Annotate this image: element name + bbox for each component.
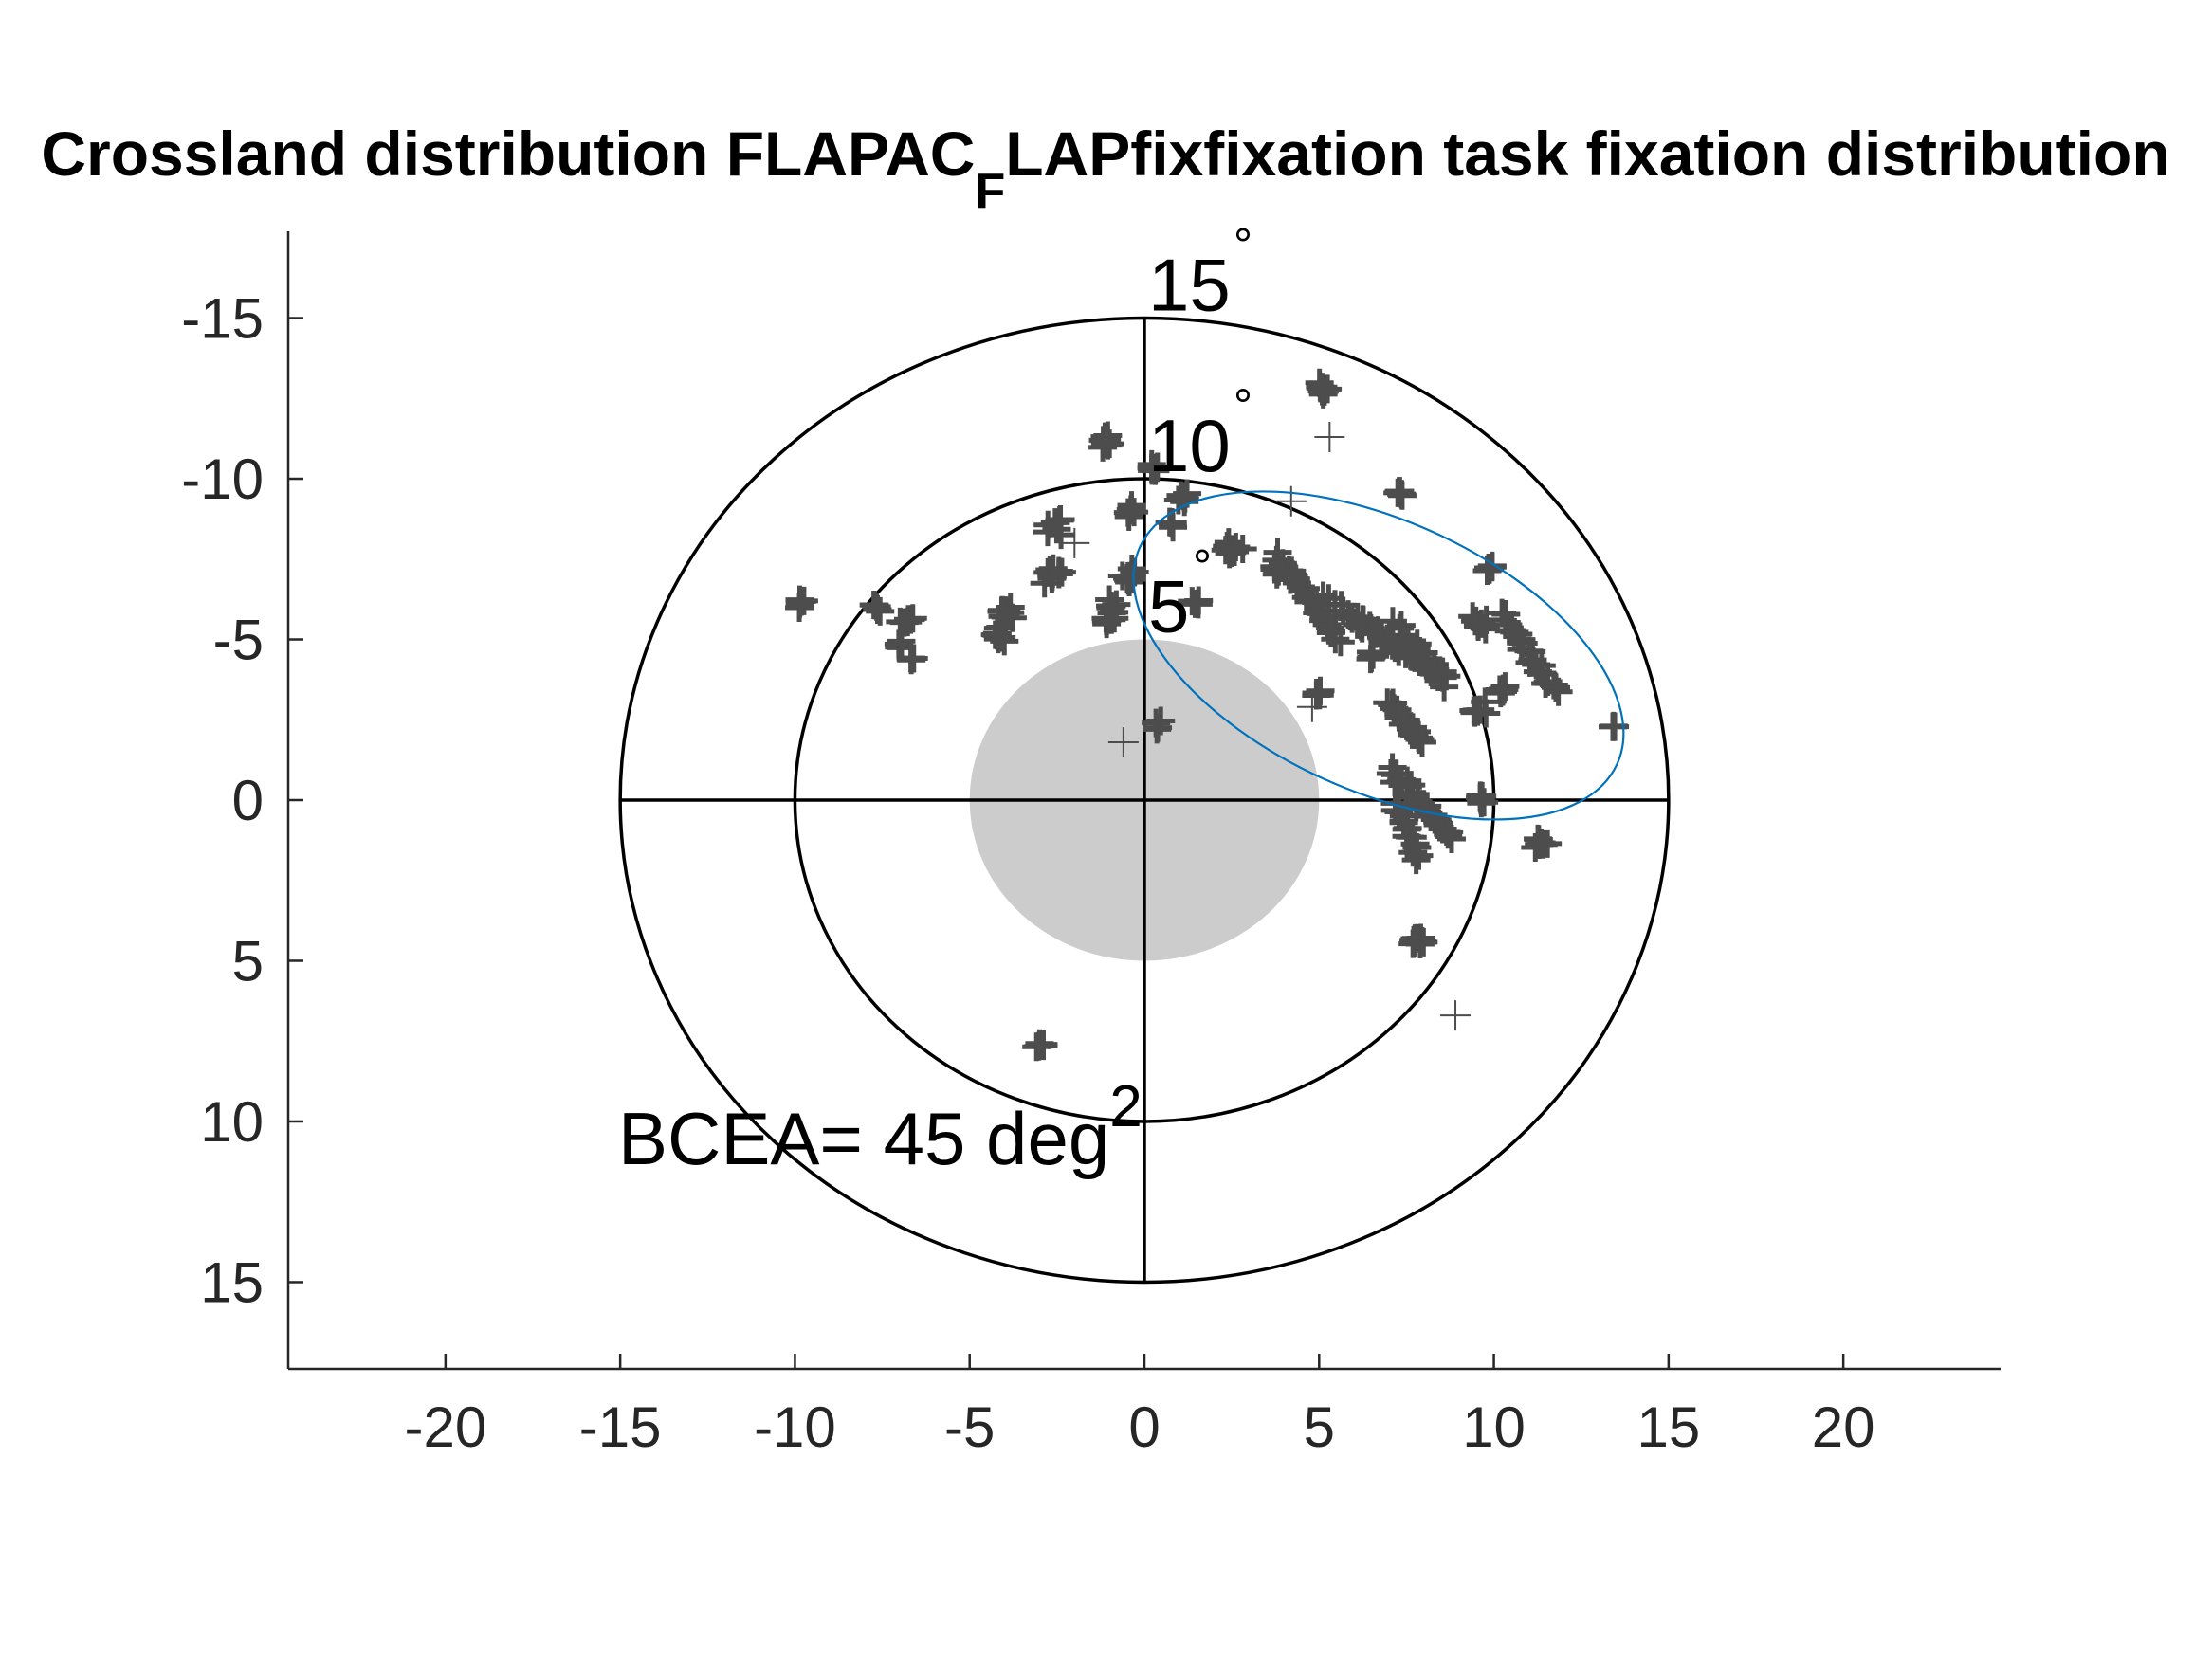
chart-title: Crossland distribution FLAPACFLAPfixfixa…	[41, 118, 2169, 219]
fixation-marker	[1296, 691, 1327, 722]
x-tick-label: 20	[1812, 1395, 1875, 1459]
fixation-marker	[1404, 841, 1434, 870]
fixation-marker	[1092, 426, 1122, 455]
fixation-marker	[1401, 846, 1431, 875]
fixation-marker	[1325, 628, 1355, 657]
ring-labels: 15 °10 °5 °	[1148, 219, 1252, 648]
fixation-marker	[1033, 518, 1062, 547]
fixation-marker	[1356, 613, 1385, 643]
fixation-marker	[1489, 677, 1518, 706]
fixation-marker	[1409, 927, 1438, 957]
fixation-marker	[1440, 1000, 1472, 1031]
title-rest: LAPfixfixation task fixation distributio…	[1005, 118, 2169, 189]
x-tick-label: 0	[1128, 1395, 1160, 1459]
fixation-marker	[1275, 485, 1307, 517]
fixation-marker	[1466, 783, 1495, 812]
bcea-superscript: 2	[1109, 1074, 1142, 1139]
x-tick-label: -20	[404, 1395, 486, 1459]
x-tick-label: 5	[1304, 1395, 1335, 1459]
fixation-marker	[866, 596, 895, 626]
fixation-marker	[1467, 609, 1496, 638]
bcea-text: BCEA= 45 deg	[618, 1097, 1109, 1180]
fixation-marker	[862, 592, 891, 621]
fixation-marker	[1143, 453, 1172, 483]
fixation-marker	[1059, 527, 1090, 558]
fixation-marker	[884, 629, 913, 659]
fixation-marker	[1117, 491, 1146, 520]
fixation-marker	[1228, 535, 1257, 564]
y-tick-label: 15	[200, 1250, 264, 1314]
fixation-marker	[1541, 673, 1570, 702]
fixation-marker	[1389, 808, 1418, 837]
fixation-marker	[897, 644, 926, 673]
fixation-marker	[1107, 726, 1139, 757]
x-tick-label: 15	[1636, 1395, 1700, 1459]
fixation-marker	[1306, 676, 1335, 705]
y-tick-label: 5	[232, 929, 264, 993]
fixation-marker	[1314, 584, 1344, 613]
fixation-marker	[1037, 562, 1067, 592]
fixation-marker	[1024, 1031, 1053, 1061]
fixation-marker	[1180, 589, 1210, 618]
fixation-marker	[1477, 553, 1507, 582]
fixation-marker	[1092, 606, 1122, 635]
fixation-marker	[1430, 672, 1459, 702]
axes: -20 -15 -10 -5 0 5 10 15 20 -15 -10 -5 0 5 10 15	[181, 231, 2001, 1459]
fixation-marker	[787, 587, 816, 616]
ring-degree-5: °	[1193, 540, 1212, 593]
fixation-marker	[1436, 825, 1466, 854]
ring-label-5: 5	[1148, 565, 1189, 648]
bcea-ellipse	[1132, 490, 1625, 821]
fixation-marker	[1407, 728, 1436, 757]
y-tick-label: 0	[232, 769, 264, 832]
fixation-marker	[1434, 820, 1463, 849]
ring-degree-10: °	[1234, 379, 1252, 432]
fixation-markers	[785, 368, 1630, 1062]
fixation-marker	[1385, 477, 1415, 506]
fixation-marker	[1425, 658, 1454, 687]
y-tick-label: -5	[213, 609, 264, 672]
fixation-marker	[1524, 825, 1553, 854]
x-tick-label: 10	[1462, 1395, 1526, 1459]
y-tick-label: 10	[200, 1090, 264, 1154]
fixation-marker	[1357, 643, 1386, 672]
ring-degree-15: °	[1234, 219, 1252, 272]
x-tick-label: -10	[754, 1395, 836, 1459]
fixation-marker	[1307, 376, 1337, 406]
fixation-marker	[1544, 677, 1573, 706]
plot-area: 15 °10 °5 °	[618, 219, 1671, 1285]
fixation-marker	[1120, 498, 1149, 527]
fixation-marker	[1334, 600, 1363, 629]
x-tick-label: -5	[944, 1395, 995, 1459]
fixation-marker	[1142, 708, 1171, 738]
y-tick-label: -10	[181, 447, 264, 511]
title-main: Crossland distribution FLAPAC	[41, 118, 975, 189]
ring-label-15: 15	[1148, 244, 1231, 327]
fixation-marker	[1314, 421, 1345, 452]
title-subscript: F	[975, 164, 1005, 219]
fixation-marker	[1321, 625, 1350, 654]
x-tick-label: -15	[579, 1395, 662, 1459]
fixation-marker	[1113, 564, 1143, 593]
fixation-marker	[887, 627, 916, 656]
bcea-label: BCEA= 45 deg2	[618, 1074, 1143, 1180]
y-tick-label: -15	[181, 287, 264, 351]
fixation-marker	[1466, 695, 1495, 724]
fixation-marker	[990, 627, 1019, 656]
fixation-marker	[986, 612, 1015, 642]
ring-label-10: 10	[1148, 404, 1231, 487]
bcea-ellipse-layer	[1132, 490, 1625, 821]
